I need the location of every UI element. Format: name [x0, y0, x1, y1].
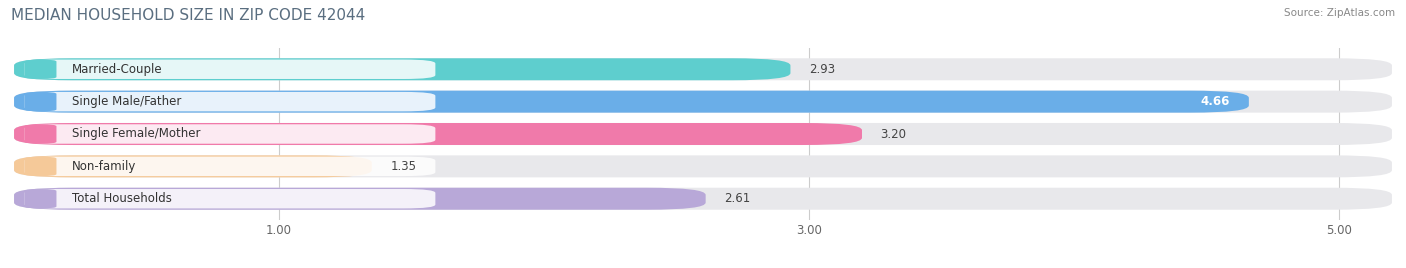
FancyBboxPatch shape	[25, 124, 436, 144]
FancyBboxPatch shape	[25, 124, 56, 144]
Text: Single Male/Father: Single Male/Father	[72, 95, 181, 108]
Text: 4.66: 4.66	[1201, 95, 1230, 108]
Text: Source: ZipAtlas.com: Source: ZipAtlas.com	[1284, 8, 1395, 18]
FancyBboxPatch shape	[14, 91, 1249, 113]
FancyBboxPatch shape	[14, 188, 706, 210]
Text: 3.20: 3.20	[880, 128, 907, 140]
Text: Total Households: Total Households	[72, 192, 172, 205]
FancyBboxPatch shape	[25, 59, 436, 79]
Text: 2.93: 2.93	[808, 63, 835, 76]
FancyBboxPatch shape	[25, 92, 56, 111]
Text: Single Female/Mother: Single Female/Mother	[72, 128, 201, 140]
FancyBboxPatch shape	[14, 155, 1392, 177]
FancyBboxPatch shape	[25, 92, 436, 111]
Text: 1.35: 1.35	[391, 160, 416, 173]
Text: Non-family: Non-family	[72, 160, 136, 173]
FancyBboxPatch shape	[14, 188, 1392, 210]
FancyBboxPatch shape	[25, 189, 56, 209]
FancyBboxPatch shape	[25, 157, 436, 176]
FancyBboxPatch shape	[14, 91, 1392, 113]
FancyBboxPatch shape	[14, 123, 1392, 145]
Text: 2.61: 2.61	[724, 192, 751, 205]
FancyBboxPatch shape	[25, 157, 56, 176]
FancyBboxPatch shape	[14, 123, 862, 145]
FancyBboxPatch shape	[14, 58, 790, 80]
FancyBboxPatch shape	[25, 189, 436, 209]
Text: MEDIAN HOUSEHOLD SIZE IN ZIP CODE 42044: MEDIAN HOUSEHOLD SIZE IN ZIP CODE 42044	[11, 8, 366, 23]
FancyBboxPatch shape	[25, 59, 56, 79]
FancyBboxPatch shape	[14, 155, 371, 177]
FancyBboxPatch shape	[14, 58, 1392, 80]
Text: Married-Couple: Married-Couple	[72, 63, 163, 76]
